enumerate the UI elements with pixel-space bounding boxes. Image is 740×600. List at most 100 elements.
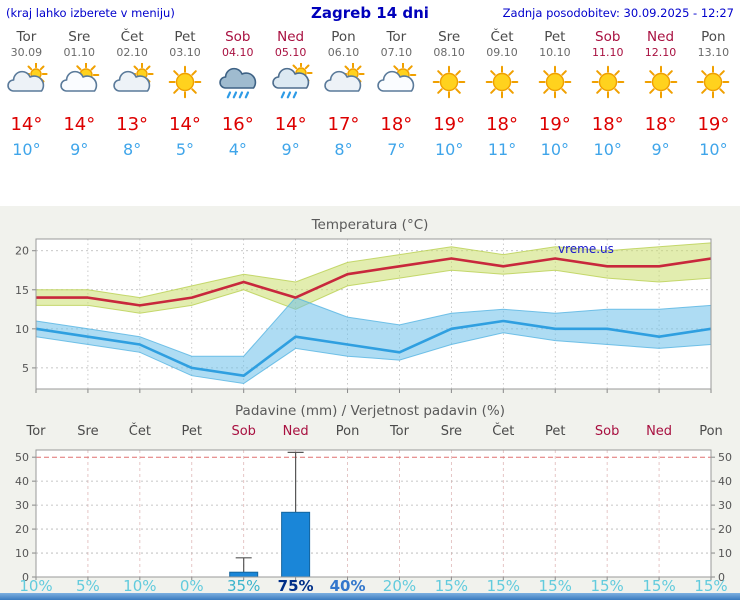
day-column: Čet 09.10 18° 11° bbox=[476, 28, 529, 161]
precip-y-tick-label: 50 bbox=[718, 451, 732, 464]
day-date: 11.10 bbox=[591, 46, 624, 59]
precip-day-label-row: Tor Sre Čet Pet Sob Ned Pon Tor Sre Čet Pet Sob Ned P… bbox=[0, 424, 740, 442]
sunny-icon bbox=[687, 60, 740, 111]
day-date: 04.10 bbox=[222, 46, 254, 59]
temperature-chart-title: Temperatura (°C) bbox=[311, 217, 429, 233]
mostly-cloudy-icon-svg bbox=[7, 62, 49, 92]
precipitation-chart-title: Padavine (mm) / Verjetnost padavin (%) bbox=[235, 403, 505, 419]
temp-max: 14° bbox=[63, 114, 96, 135]
day-name: Pet bbox=[544, 29, 566, 45]
temp-min: 11° bbox=[487, 140, 517, 159]
day-date: 07.10 bbox=[380, 46, 413, 59]
precip-probability-label: 15% bbox=[642, 577, 676, 595]
temp-min: 9° bbox=[70, 140, 89, 159]
precip-probability-label: 40% bbox=[329, 577, 366, 595]
day-date: 10.10 bbox=[539, 46, 571, 59]
temp-max: 14° bbox=[169, 114, 201, 135]
precip-day-label: Pet bbox=[544, 424, 566, 439]
precip-probability-label: 15% bbox=[486, 577, 520, 595]
day-date: 12.10 bbox=[644, 46, 677, 59]
precipitation-chart: 0 0 10 10 20 20 30 30 40 40 50 50 bbox=[15, 449, 732, 584]
temp-min-line bbox=[36, 319, 711, 377]
temp-y-tick-label: 15 bbox=[15, 284, 29, 297]
precip-day-label: Pet bbox=[181, 424, 202, 439]
day-name: Pon bbox=[701, 29, 726, 45]
day-name: Tor bbox=[16, 29, 37, 45]
precip-day-label: Ned bbox=[646, 424, 673, 439]
day-column: Tor 07.10 18° 7° bbox=[370, 28, 423, 161]
day-column: Pet 10.10 19° 10° bbox=[528, 28, 581, 161]
temp-max: 16° bbox=[221, 114, 254, 135]
day-name: Tor bbox=[386, 29, 407, 45]
sunny-icon-svg bbox=[538, 65, 572, 99]
sunny-icon bbox=[581, 60, 634, 111]
precip-y-tick-label: 10 bbox=[15, 547, 29, 560]
precip-y-tick-label: 30 bbox=[718, 499, 732, 512]
day-column: Čet 02.10 13° 8° bbox=[106, 28, 159, 161]
day-name: Ned bbox=[277, 29, 305, 45]
precip-grid: 0 0 10 10 20 20 30 30 40 40 50 50 bbox=[15, 450, 732, 584]
day-name: Ned bbox=[647, 29, 675, 45]
precip-y-tick-label: 10 bbox=[718, 547, 732, 560]
precip-probability-label: 15% bbox=[694, 577, 728, 595]
day-name: Sre bbox=[68, 29, 91, 45]
day-column: Sre 08.10 19° 10° bbox=[423, 28, 476, 161]
precip-probability-label: 0% bbox=[179, 577, 204, 595]
partly-cloudy-icon-svg bbox=[377, 61, 417, 92]
watermark-link: vreme.us bbox=[558, 242, 614, 256]
mostly-cloudy-icon bbox=[106, 60, 159, 111]
rain-icon-svg bbox=[219, 67, 256, 99]
day-name: Pet bbox=[174, 29, 196, 45]
temp-grid: 5 10 15 20 bbox=[15, 239, 712, 389]
sunny-icon-svg bbox=[432, 65, 466, 99]
precip-y-tick-label: 50 bbox=[15, 451, 29, 464]
day-column: Sre 01.10 14° 9° bbox=[53, 28, 106, 161]
temp-min: 10° bbox=[593, 140, 622, 159]
precip-probability-label: 15% bbox=[590, 577, 624, 595]
temp-min: 9° bbox=[651, 140, 670, 159]
precip-y-tick-label: 20 bbox=[718, 523, 732, 536]
precip-y-tick-label: 40 bbox=[718, 475, 732, 488]
precip-day-label: Sob bbox=[594, 424, 620, 439]
day-date: 01.10 bbox=[63, 46, 96, 59]
precip-probability-label: 5% bbox=[76, 577, 100, 595]
precip-day-label: Čet bbox=[128, 424, 151, 439]
precip-day-label: Čet bbox=[492, 424, 515, 439]
temp-min-band bbox=[36, 297, 711, 385]
day-column: Sob 11.10 18° 10° bbox=[581, 28, 634, 161]
day-date: 08.10 bbox=[433, 46, 465, 59]
location-menu-hint: (kraj lahko izberete v meniju) bbox=[6, 6, 175, 20]
sunny-icon bbox=[634, 60, 687, 111]
temp-max: 18° bbox=[380, 114, 413, 135]
sunny-icon bbox=[423, 60, 476, 111]
day-column: Pon 06.10 17° 8° bbox=[317, 28, 370, 161]
sunny-icon-svg bbox=[697, 65, 730, 99]
temp-max: 19° bbox=[433, 114, 466, 135]
day-column: Tor 30.09 14° 10° bbox=[0, 28, 53, 161]
temp-min: 7° bbox=[387, 140, 406, 159]
temp-max: 18° bbox=[591, 114, 624, 135]
precip-probability-label: 10% bbox=[19, 577, 53, 595]
partly-cloudy-icon-svg bbox=[60, 61, 100, 92]
temp-series bbox=[36, 242, 711, 385]
precip-probability-label: 75% bbox=[277, 577, 314, 595]
temp-y-tick-label: 10 bbox=[15, 323, 29, 336]
sunny-icon-svg bbox=[644, 65, 677, 99]
temp-max: 18° bbox=[644, 114, 677, 135]
day-date: 09.10 bbox=[486, 46, 518, 59]
sunny-icon-svg bbox=[168, 65, 202, 99]
last-updated-text: Zadnja posodobitev: 30.09.2025 - 12:27 bbox=[502, 6, 734, 20]
day-column: Sob 04.10 16° 4° bbox=[211, 28, 264, 161]
temp-min: 8° bbox=[334, 140, 353, 159]
day-name: Pon bbox=[331, 29, 356, 45]
precip-y-tick-label: 0 bbox=[718, 571, 725, 584]
temp-min: 10° bbox=[434, 140, 464, 159]
forecast-strip: Tor 30.09 14° 10° Sre 01.10 14° 9° Čet 02.… bbox=[0, 28, 740, 161]
rain-sun-icon bbox=[264, 60, 317, 111]
day-name: Čet bbox=[490, 29, 514, 45]
day-column: Pet 03.10 14° 5° bbox=[159, 28, 212, 161]
temp-max: 14° bbox=[274, 114, 307, 135]
temperature-chart: 5 10 15 20 bbox=[15, 238, 712, 393]
temp-min: 10° bbox=[699, 140, 728, 159]
